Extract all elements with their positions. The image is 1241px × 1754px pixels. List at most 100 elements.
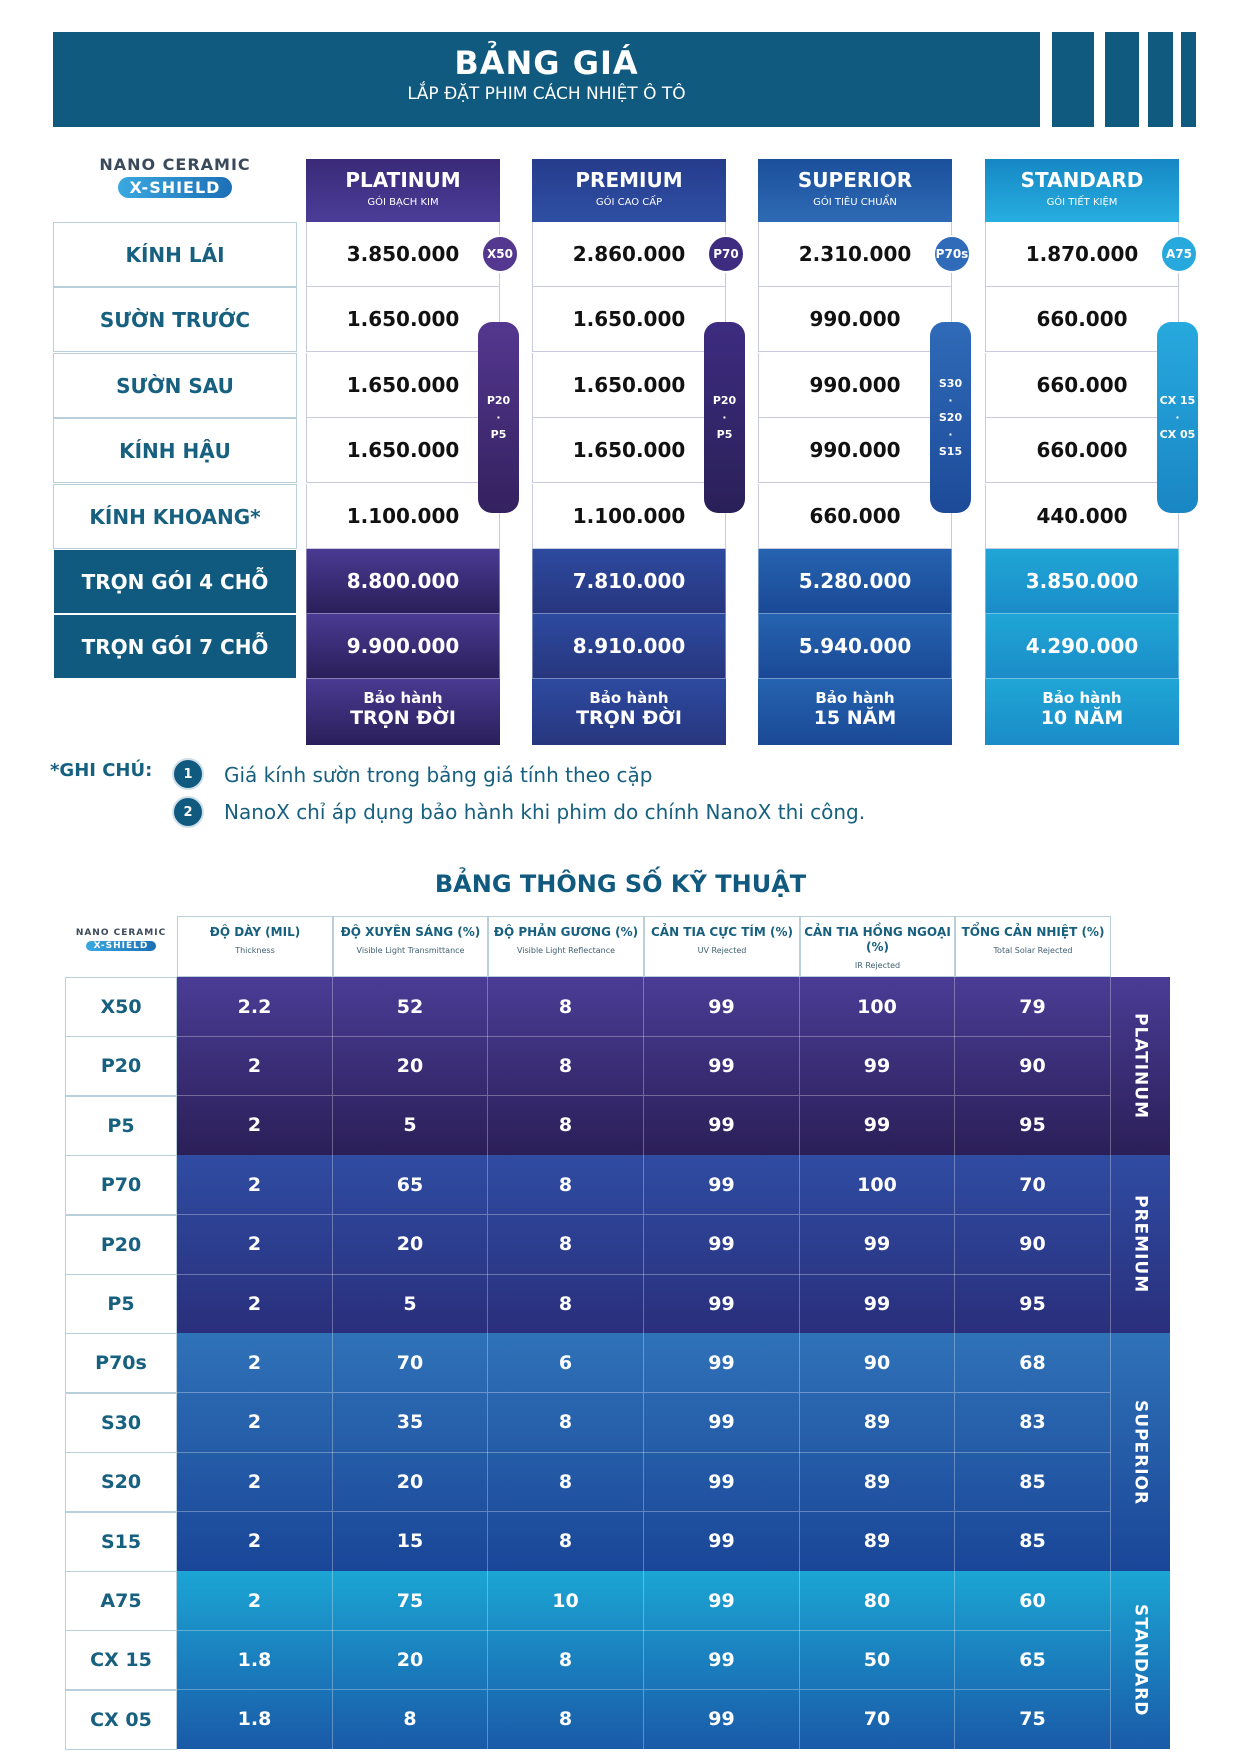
spec-cell: 2	[177, 1511, 333, 1572]
film-model: A75	[65, 1571, 177, 1631]
film-code: S30	[938, 377, 963, 390]
column-title: ĐỘ PHẢN GƯƠNG (%)	[493, 925, 639, 939]
spec-cell: 75	[333, 1571, 488, 1631]
film-badge: X50	[481, 235, 519, 273]
film-model: X50	[65, 977, 177, 1037]
spec-cell: 8	[333, 1689, 488, 1750]
group-name: SUPERIOR	[1130, 1399, 1151, 1505]
column-title: TỔNG CẢN NHIỆT (%)	[961, 925, 1105, 939]
film-code: ·	[948, 428, 953, 441]
row-label: TRỌN GÓI 4 CHỖ	[53, 549, 297, 614]
package-subtitle: GÓI TIÊU CHUẨN	[813, 197, 897, 208]
spec-cell: 95	[955, 1274, 1111, 1334]
film-code: ·	[1175, 411, 1180, 424]
film-model: S20	[65, 1452, 177, 1513]
warranty-term: TRỌN ĐỜI	[350, 707, 456, 729]
film-code: P20	[486, 394, 511, 407]
film-code: ·	[496, 411, 501, 424]
film-model: P20	[65, 1214, 177, 1275]
film-code: P5	[716, 428, 733, 441]
film-code: CX 05	[1159, 428, 1196, 441]
spec-cell: 83	[955, 1392, 1111, 1453]
film-pill: S30 · S20 · S15	[930, 322, 971, 513]
spec-cell: 89	[800, 1511, 955, 1572]
column-title: CẢN TIA HỒNG NGOẠI (%)	[804, 925, 951, 954]
price-cell: 1.100.000	[306, 484, 500, 549]
warranty-cell: Bảo hành TRỌN ĐỜI	[532, 679, 726, 745]
spec-cell: 65	[333, 1155, 488, 1216]
spec-cell: 99	[644, 1274, 800, 1334]
film-badge: P70	[707, 235, 745, 273]
note-number: 2	[172, 796, 204, 828]
spec-title: BẢNG THÔNG SỐ KỸ THUẬT	[434, 870, 807, 898]
spec-cell: 89	[800, 1392, 955, 1453]
warranty-term: 10 NĂM	[1040, 707, 1124, 729]
group-name: STANDARD	[1130, 1603, 1151, 1717]
spec-cell: 75	[955, 1689, 1111, 1750]
spec-cell: 100	[800, 977, 955, 1037]
price-cell: 5.940.000	[758, 614, 952, 679]
group-background	[177, 1155, 1111, 1334]
spec-cell: 70	[800, 1689, 955, 1750]
spec-cell: 2	[177, 1571, 333, 1631]
spec-cell: 99	[800, 1214, 955, 1275]
price-cell: 7.810.000	[532, 549, 726, 614]
spec-cell: 10	[488, 1571, 644, 1631]
film-code: S20	[938, 411, 963, 424]
package-header-platinum: PLATINUM GÓI BẠCH KIM	[306, 159, 500, 222]
spec-cell: 8	[488, 1689, 644, 1750]
spec-column-header: ĐỘ XUYÊN SÁNG (%) Visible Light Transmitt…	[333, 916, 488, 977]
row-label: KÍNH LÁI	[53, 222, 297, 287]
warranty-term: 15 NĂM	[813, 707, 897, 729]
spec-cell: 90	[800, 1333, 955, 1394]
price-cell: 8.910.000	[532, 614, 726, 679]
spec-cell: 99	[644, 1036, 800, 1097]
row-label: SƯỜN TRƯỚC	[53, 287, 297, 352]
spec-cell: 5	[333, 1095, 488, 1156]
film-model: P5	[65, 1095, 177, 1156]
spec-cell: 2	[177, 1155, 333, 1216]
spec-cell: 99	[644, 1571, 800, 1631]
film-model: P70s	[65, 1333, 177, 1394]
spec-cell: 99	[644, 1392, 800, 1453]
warranty-cell: Bảo hành 15 NĂM	[758, 679, 952, 745]
film-pill: P20 · P5	[704, 322, 745, 513]
column-subtitle: IR Rejected	[854, 961, 901, 970]
logo-badge: X-SHIELD	[117, 177, 233, 198]
price-cell: 660.000	[758, 484, 952, 549]
row-label: TRỌN GÓI 7 CHỖ	[53, 614, 297, 679]
spec-cell: 20	[333, 1214, 488, 1275]
spec-cell: 20	[333, 1630, 488, 1691]
column-subtitle: Visible Light Transmittance	[356, 946, 465, 955]
spec-cell: 2.2	[177, 977, 333, 1037]
price-cell: 440.000	[985, 484, 1179, 549]
price-cell: 1.650.000	[306, 353, 500, 418]
price-cell: 3.850.000	[306, 222, 500, 287]
decor-stripe	[1181, 32, 1196, 127]
spec-column-header: ĐỘ PHẢN GƯƠNG (%) Visible Light Reflectan…	[488, 916, 644, 977]
warranty-label: Bảo hành	[589, 689, 669, 707]
spec-cell: 70	[333, 1333, 488, 1394]
package-name: PLATINUM	[345, 168, 461, 192]
price-cell: 1.650.000	[532, 353, 726, 418]
warranty-cell: Bảo hành TRỌN ĐỜI	[306, 679, 500, 745]
package-header-premium: PREMIUM GÓI CAO CẤP	[532, 159, 726, 222]
decor-stripe	[1148, 32, 1173, 127]
spec-cell: 20	[333, 1036, 488, 1097]
group-label-premium: PREMIUM	[1111, 1155, 1170, 1334]
spec-cell: 5	[333, 1274, 488, 1334]
spec-cell: 1.8	[177, 1630, 333, 1691]
spec-cell: 1.8	[177, 1689, 333, 1750]
spec-cell: 95	[955, 1095, 1111, 1156]
spec-cell: 52	[333, 977, 488, 1037]
price-cell: 660.000	[985, 353, 1179, 418]
spec-cell: 99	[644, 1155, 800, 1216]
logo-text: NANO CERAMIC	[99, 155, 251, 174]
price-cell: 8.800.000	[306, 549, 500, 614]
package-name: STANDARD	[1020, 168, 1144, 192]
spec-cell: 2	[177, 1095, 333, 1156]
warranty-term: TRỌN ĐỜI	[576, 707, 682, 729]
spec-cell: 2	[177, 1214, 333, 1275]
package-header-standard: STANDARD GÓI TIẾT KIỆM	[985, 159, 1179, 222]
spec-cell: 65	[955, 1630, 1111, 1691]
